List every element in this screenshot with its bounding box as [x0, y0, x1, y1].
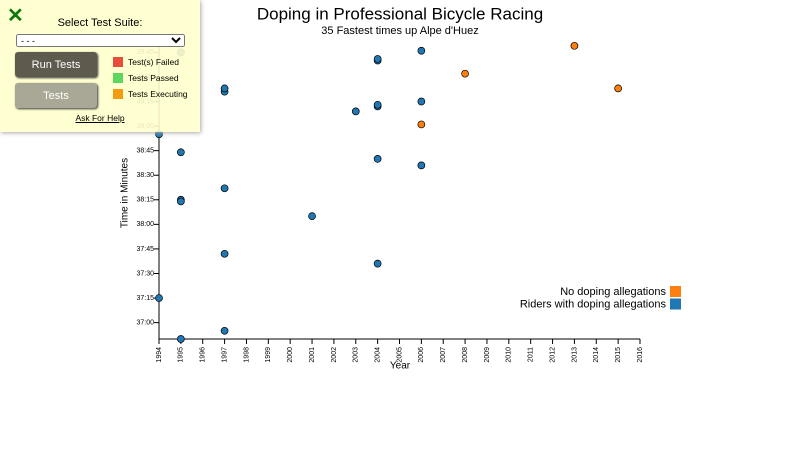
dot: [614, 84, 622, 93]
dot: [461, 69, 469, 78]
dot: [177, 335, 185, 343]
y-tick-label: 38:30: [136, 172, 154, 179]
x-tick-label: 2009: [484, 347, 491, 363]
panel-heading: Select Test Suite:: [57, 17, 143, 29]
chart-subtitle: 35 Fastest times up Alpe d'Huez: [321, 25, 478, 37]
y-tick-label: 38:45: [136, 147, 154, 154]
dot: [220, 84, 229, 93]
x-tick-label: 2005: [396, 347, 403, 363]
y-tick-label: 38:00: [136, 221, 154, 228]
x-tick-label: 2016: [637, 347, 644, 363]
x-tick-label: 1999: [265, 347, 272, 363]
x-tick-label: 1996: [200, 347, 207, 363]
chart-title: Doping in Professional Bicycle Racing: [257, 4, 543, 23]
x-tick-label: 2001: [309, 347, 316, 363]
y-tick-label: 37:30: [136, 270, 154, 277]
x-tick-label: 2002: [331, 347, 338, 363]
legend-text: Tests Executing: [128, 89, 188, 99]
dot: [308, 212, 316, 221]
dot: [220, 326, 229, 335]
dot: [417, 46, 426, 55]
x-tick-label: 2007: [440, 347, 447, 363]
dot: [417, 161, 426, 170]
legend-failed: Test(s) Failed: [113, 57, 179, 67]
legend-executing: Tests Executing: [113, 89, 188, 99]
dot: [373, 55, 382, 63]
x-tick-label: 2011: [528, 347, 535, 362]
dot: [177, 148, 185, 157]
x-tick-label: 1997: [221, 347, 228, 363]
x-tick-label: 2015: [615, 347, 622, 363]
dot: [570, 41, 579, 50]
x-tick-label: 2003: [353, 347, 360, 363]
run-tests-button[interactable]: Run Tests: [15, 52, 97, 77]
dot: [417, 97, 426, 106]
y-axis-label: Time in Minutes: [120, 158, 131, 228]
legend-label: No doping allegations: [560, 286, 666, 298]
x-tick-label: 1995: [178, 347, 185, 363]
x-tick-label: 2014: [593, 347, 600, 363]
x-tick-label: 2004: [374, 347, 381, 363]
y-tick-label: 37:00: [136, 319, 154, 326]
dot: [351, 107, 360, 116]
legend-passed: Tests Passed: [113, 73, 179, 83]
legend-swatch: [670, 286, 681, 297]
x-tick-label: 2010: [506, 347, 513, 363]
y-tick-label: 37:45: [136, 246, 154, 253]
x-tick-label: 1998: [243, 347, 250, 363]
dot: [373, 100, 382, 109]
x-tick-label: 2013: [571, 347, 578, 363]
dot: [220, 184, 229, 193]
suite-select[interactable]: - - -: [16, 34, 185, 47]
dot: [220, 249, 229, 258]
x-tick-label: 2008: [462, 347, 469, 363]
dot: [417, 120, 426, 129]
legend-text: Tests Passed: [128, 73, 179, 83]
dot: [373, 154, 382, 163]
test-panel: ✕ Select Test Suite: - - - Run Tests Tes…: [0, 0, 200, 132]
help-link[interactable]: Ask For Help: [75, 113, 125, 123]
dot: [177, 197, 185, 206]
close-button[interactable]: ✕: [7, 5, 24, 27]
y-tick-label: 38:15: [136, 197, 154, 204]
tests-button[interactable]: Tests: [15, 83, 97, 108]
y-tick-label: 37:15: [136, 295, 154, 302]
x-axis-label: Year: [390, 361, 411, 372]
legend-text: Test(s) Failed: [128, 57, 180, 67]
legend-swatch: [670, 298, 681, 310]
x-tick-label: 1994: [156, 347, 163, 363]
x-tick-label: 2012: [549, 347, 556, 363]
dot: [155, 294, 163, 302]
x-tick-label: 2000: [287, 347, 294, 363]
x-tick-label: 2006: [418, 347, 425, 363]
dot: [373, 259, 382, 268]
legend-label: Riders with doping allegations: [520, 298, 667, 310]
